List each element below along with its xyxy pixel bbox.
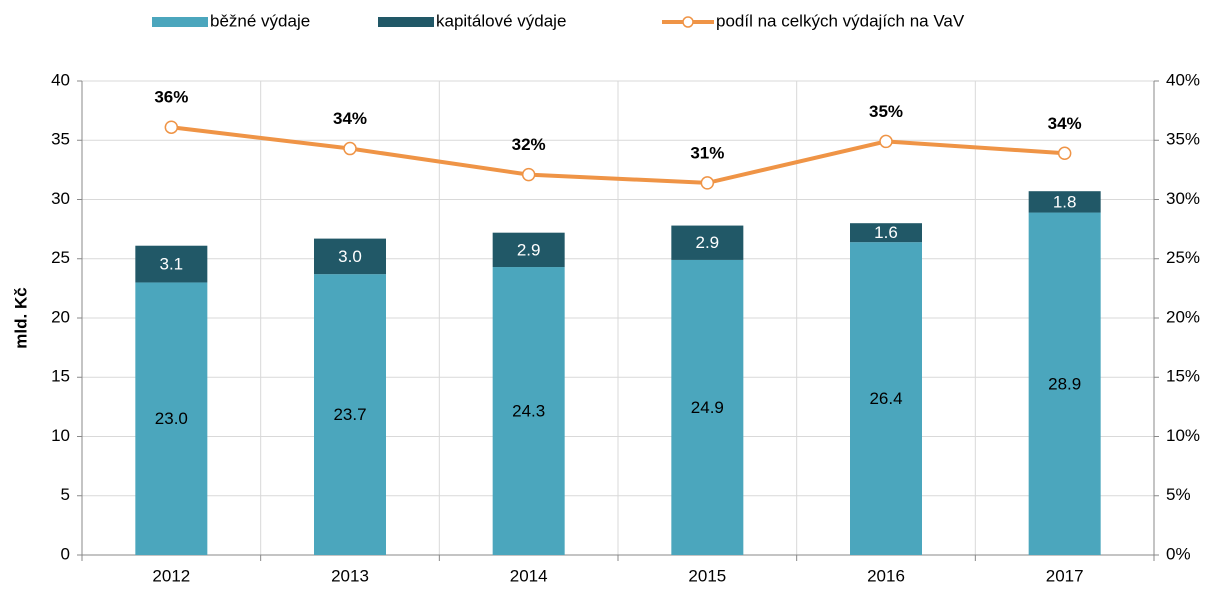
y2-tick-label: 35%	[1166, 130, 1200, 149]
legend-swatch	[152, 17, 208, 27]
bar-segment	[135, 245, 208, 283]
line-value-label: 34%	[333, 109, 367, 128]
y2-tick-label: 25%	[1166, 248, 1200, 267]
legend-label: kapitálové výdaje	[436, 11, 566, 30]
line-value-label: 31%	[690, 143, 724, 162]
y2-tick-label: 0%	[1166, 544, 1191, 563]
bar-segment	[1028, 212, 1101, 555]
bar-segment	[492, 267, 565, 555]
bar-value-label: 1.6	[874, 223, 898, 242]
x-tick-label: 2016	[867, 566, 905, 585]
line-series	[171, 125, 1065, 185]
y2-tick-label: 5%	[1166, 485, 1191, 504]
y-tick-label: 20	[51, 307, 70, 326]
x-tick-label: 2015	[688, 566, 726, 585]
bar-segment	[671, 259, 744, 555]
bar-segment	[492, 232, 565, 268]
legend-label: podíl na celkých výdajích na VaV	[716, 11, 965, 30]
bar-segment	[850, 242, 922, 555]
y2-tick-label: 30%	[1166, 189, 1200, 208]
bar-value-label: 23.7	[333, 405, 366, 424]
bar-value-label: 24.3	[512, 402, 545, 421]
bar-value-label: 3.1	[160, 255, 184, 274]
x-tick-label: 2014	[510, 566, 548, 585]
line-value-label: 36%	[154, 88, 188, 107]
y-tick-label: 15	[51, 367, 70, 386]
y-tick-label: 25	[51, 248, 70, 267]
line-value-label: 32%	[512, 135, 546, 154]
bar-segment	[850, 223, 922, 243]
line-marker	[164, 120, 179, 134]
bar-segment	[135, 282, 208, 555]
y2-tick-label: 40%	[1166, 70, 1200, 89]
y-tick-label: 10	[51, 426, 70, 445]
y2-tick-label: 20%	[1166, 307, 1200, 326]
bar-value-label: 24.9	[691, 398, 724, 417]
bar-value-label: 1.8	[1053, 192, 1077, 211]
bar-segment	[671, 225, 744, 260]
bar-segment	[314, 274, 386, 555]
bar-value-label: 26.4	[869, 389, 902, 408]
bar-value-label: 28.9	[1048, 374, 1081, 393]
bar-segment	[1028, 191, 1101, 213]
x-tick-label: 2013	[331, 566, 369, 585]
y2-tick-label: 15%	[1166, 367, 1200, 386]
y2-tick-label: 10%	[1166, 426, 1200, 445]
bar-value-label: 3.0	[338, 247, 362, 266]
bar-value-label: 2.9	[696, 233, 720, 252]
y-tick-label: 40	[51, 70, 70, 89]
line-marker	[879, 134, 893, 149]
bar-value-label: 23.0	[155, 409, 188, 428]
y-axis-label: mld. Kč	[11, 287, 30, 348]
line-marker	[521, 167, 536, 182]
line-marker	[700, 176, 715, 190]
legend-marker	[682, 16, 694, 28]
x-tick-label: 2017	[1046, 566, 1084, 585]
legend-label: běžné výdaje	[210, 11, 310, 30]
y-tick-label: 5	[61, 485, 70, 504]
line-value-label: 35%	[869, 102, 903, 121]
line-marker	[343, 141, 357, 156]
y-tick-label: 30	[51, 189, 70, 208]
line-value-label: 34%	[1048, 114, 1082, 133]
y-tick-label: 0	[61, 544, 70, 563]
bar-segment	[314, 238, 386, 275]
x-tick-label: 2012	[152, 566, 190, 585]
y-tick-label: 35	[51, 130, 70, 149]
legend-swatch	[378, 17, 434, 27]
line-marker	[1057, 146, 1072, 161]
bar-value-label: 2.9	[517, 240, 541, 259]
